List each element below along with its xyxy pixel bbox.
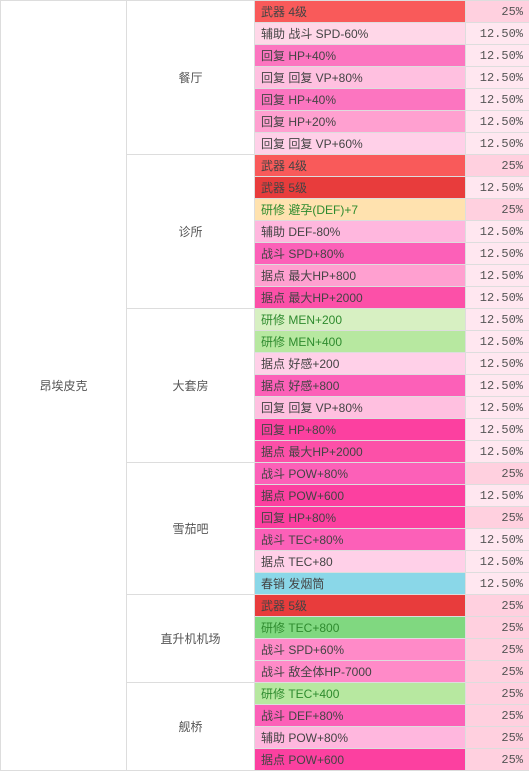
percent-cell: 25% (466, 661, 529, 683)
effect-cell: 回复 HP+80% (255, 507, 466, 529)
percent-cell: 12.50% (466, 375, 529, 397)
percent-cell: 12.50% (466, 287, 529, 309)
room-cell: 直升机机场 (127, 595, 255, 683)
effect-cell: 战斗 POW+80% (255, 463, 466, 485)
percent-cell: 12.50% (466, 551, 529, 573)
effect-cell: 回复 回复 VP+80% (255, 67, 466, 89)
room-cell: 诊所 (127, 155, 255, 309)
effect-cell: 据点 好感+200 (255, 353, 466, 375)
percent-cell: 25% (466, 639, 529, 661)
percent-cell: 12.50% (466, 243, 529, 265)
percent-cell: 12.50% (466, 419, 529, 441)
percent-cell: 12.50% (466, 133, 529, 155)
effect-cell: 研修 MEN+200 (255, 309, 466, 331)
effect-cell: 武器 4级 (255, 155, 466, 177)
percent-cell: 25% (466, 595, 529, 617)
effect-cell: 研修 MEN+400 (255, 331, 466, 353)
effect-cell: 武器 5级 (255, 595, 466, 617)
effect-cell: 辅助 DEF-80% (255, 221, 466, 243)
effect-cell: 研修 避孕(DEF)+7 (255, 199, 466, 221)
percent-cell: 12.50% (466, 331, 529, 353)
effect-cell: 回复 回复 VP+80% (255, 397, 466, 419)
ship-cell: 昂埃皮克 (1, 1, 127, 771)
effect-cell: 辅助 POW+80% (255, 727, 466, 749)
effect-cell: 回复 HP+40% (255, 89, 466, 111)
effect-cell: 回复 HP+40% (255, 45, 466, 67)
effect-cell: 春销 发烟筒 (255, 573, 466, 595)
percent-cell: 25% (466, 617, 529, 639)
percent-cell: 12.50% (466, 111, 529, 133)
effect-cell: 战斗 SPD+80% (255, 243, 466, 265)
effect-cell: 研修 TEC+800 (255, 617, 466, 639)
percent-cell: 12.50% (466, 441, 529, 463)
drop-table: 昂埃皮克餐厅武器 4级25%辅助 战斗 SPD-60%12.50%回复 HP+4… (0, 0, 529, 771)
percent-cell: 25% (466, 727, 529, 749)
percent-cell: 12.50% (466, 573, 529, 595)
room-cell: 大套房 (127, 309, 255, 463)
percent-cell: 12.50% (466, 309, 529, 331)
percent-cell: 25% (466, 507, 529, 529)
percent-cell: 12.50% (466, 485, 529, 507)
room-cell: 餐厅 (127, 1, 255, 155)
percent-cell: 12.50% (466, 67, 529, 89)
percent-cell: 25% (466, 155, 529, 177)
effect-cell: 武器 4级 (255, 1, 466, 23)
effect-cell: 辅助 战斗 SPD-60% (255, 23, 466, 45)
percent-cell: 12.50% (466, 265, 529, 287)
effect-cell: 据点 TEC+80 (255, 551, 466, 573)
percent-cell: 12.50% (466, 177, 529, 199)
effect-cell: 据点 最大HP+800 (255, 265, 466, 287)
effect-cell: 战斗 SPD+60% (255, 639, 466, 661)
percent-cell: 12.50% (466, 89, 529, 111)
percent-cell: 12.50% (466, 221, 529, 243)
percent-cell: 25% (466, 749, 529, 771)
percent-cell: 12.50% (466, 529, 529, 551)
percent-cell: 12.50% (466, 353, 529, 375)
percent-cell: 25% (466, 705, 529, 727)
effect-cell: 据点 POW+600 (255, 485, 466, 507)
table-row: 昂埃皮克餐厅武器 4级25% (1, 1, 529, 23)
percent-cell: 25% (466, 199, 529, 221)
room-cell: 舰桥 (127, 683, 255, 771)
percent-cell: 25% (466, 463, 529, 485)
effect-cell: 战斗 DEF+80% (255, 705, 466, 727)
percent-cell: 12.50% (466, 23, 529, 45)
effect-cell: 回复 HP+20% (255, 111, 466, 133)
effect-cell: 据点 最大HP+2000 (255, 287, 466, 309)
room-cell: 雪茄吧 (127, 463, 255, 595)
effect-cell: 回复 HP+80% (255, 419, 466, 441)
effect-cell: 据点 好感+800 (255, 375, 466, 397)
percent-cell: 12.50% (466, 397, 529, 419)
percent-cell: 12.50% (466, 45, 529, 67)
percent-cell: 25% (466, 1, 529, 23)
effect-cell: 据点 最大HP+2000 (255, 441, 466, 463)
effect-cell: 据点 POW+600 (255, 749, 466, 771)
effect-cell: 武器 5级 (255, 177, 466, 199)
effect-cell: 战斗 敌全体HP-7000 (255, 661, 466, 683)
percent-cell: 25% (466, 683, 529, 705)
effect-cell: 战斗 TEC+80% (255, 529, 466, 551)
effect-cell: 研修 TEC+400 (255, 683, 466, 705)
effect-cell: 回复 回复 VP+60% (255, 133, 466, 155)
